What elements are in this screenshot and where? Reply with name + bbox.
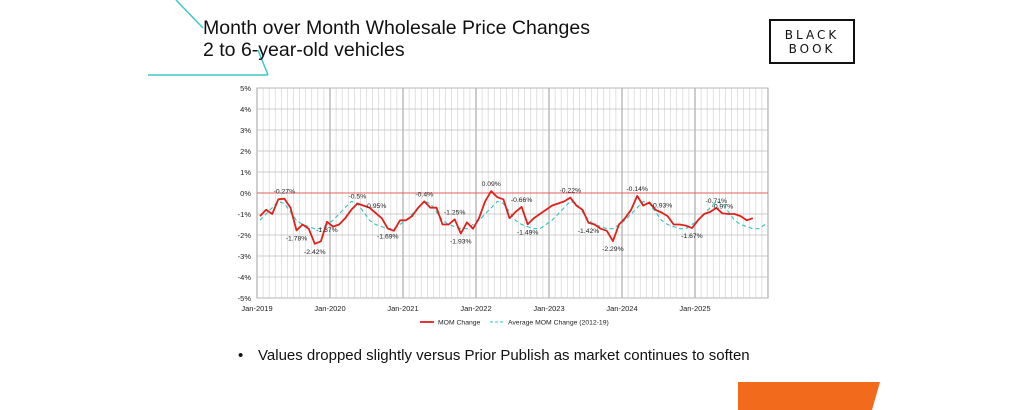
y-tick-label: 0%	[240, 189, 251, 198]
x-tick-label: Jan-2023	[533, 304, 564, 313]
y-tick-label: -2%	[238, 231, 252, 240]
legend-label: Average MOM Change (2012-19)	[508, 320, 609, 327]
data-label: -1.67%	[681, 233, 703, 240]
x-tick-label: Jan-2021	[387, 304, 418, 313]
data-label: -2.29%	[602, 246, 624, 253]
x-tick-label: Jan-2022	[460, 304, 491, 313]
y-axis-tick-labels: 5% 4% 3% 2% 1% 0% -1% -2% -3% -4% -5%	[238, 84, 252, 303]
orange-accent-shape	[738, 382, 880, 410]
x-tick-label: Jan-2020	[314, 304, 345, 313]
data-label: -0.97%	[712, 203, 734, 210]
data-label: -0.66%	[511, 197, 533, 204]
data-label: -1.69%	[377, 233, 399, 240]
data-label: -0.93%	[651, 203, 673, 210]
mom-change-series-line	[259, 190, 754, 245]
black-book-logo: BLACK BOOK	[769, 19, 855, 64]
data-label: -0.27%	[274, 189, 296, 196]
y-tick-label: -3%	[238, 252, 252, 261]
chart-legend: MOM Change Average MOM Change (2012-19)	[420, 320, 609, 327]
y-tick-label: 5%	[240, 84, 251, 93]
chart-annotations: -0.27% -1.78% -2.42% -1.37% -0.5% -0.95% -1.69…	[274, 181, 734, 256]
y-tick-label: -4%	[238, 273, 252, 282]
data-label: -1.49%	[517, 229, 539, 236]
bullet-marker: •	[238, 347, 244, 364]
mom-price-change-chart: 5%4%3%2%1%0%-1%-2%-3%-4%-5% Jan-2019 Jan-…	[238, 84, 769, 327]
bullet-text: Values dropped slightly versus Prior Pub…	[258, 347, 750, 364]
x-tick-label: Jan-2024	[606, 304, 637, 313]
y-tick-label: 2%	[240, 147, 251, 156]
y-tick-label: 4%	[240, 105, 251, 114]
title-line-2: 2 to 6-year-old vehicles	[203, 39, 405, 61]
y-tick-label: 1%	[240, 168, 251, 177]
data-label: -0.95%	[365, 203, 387, 210]
bullet-point: • Values dropped slightly versus Prior Pu…	[238, 347, 750, 364]
x-tick-label: Jan-2025	[679, 304, 710, 313]
chart-series	[259, 190, 766, 245]
data-label: -0.4%	[415, 191, 433, 198]
data-label: -1.42%	[578, 228, 600, 235]
chart-grid	[256, 87, 769, 299]
data-label: -0.5%	[348, 194, 366, 201]
title-line-1: Month over Month Wholesale Price Changes	[203, 17, 590, 39]
logo-line-1: BLACK	[784, 27, 840, 42]
data-label: -1.25%	[444, 209, 466, 216]
data-label: -1.78%	[286, 235, 308, 242]
logo-line-2: BOOK	[788, 41, 836, 56]
data-label: -1.37%	[316, 227, 338, 234]
x-tick-label: Jan-2019	[241, 304, 272, 313]
data-label: 0.09%	[482, 181, 501, 188]
data-label: -2.42%	[304, 249, 326, 256]
data-label: -1.93%	[450, 239, 472, 246]
y-tick-label: -1%	[238, 210, 252, 219]
y-tick-label: 3%	[240, 126, 251, 135]
page-title: Month over Month Wholesale Price Changes…	[203, 17, 590, 61]
data-label: -0.14%	[626, 186, 648, 193]
data-label: -0.22%	[560, 188, 582, 195]
data-label: -0.71%	[706, 198, 728, 205]
legend-label: MOM Change	[438, 320, 481, 327]
y-tick-label: -5%	[238, 294, 252, 303]
x-axis-tick-labels: Jan-2019 Jan-2020 Jan-2021 Jan-2022 Jan-2023…	[241, 304, 710, 313]
